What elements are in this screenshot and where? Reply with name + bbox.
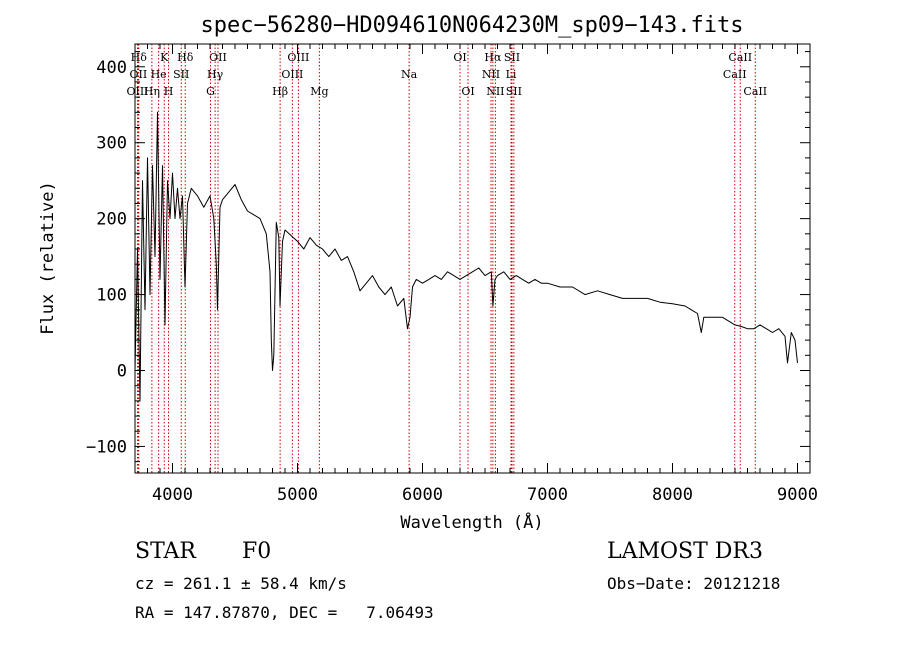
marker-label-21: G — [206, 85, 215, 98]
marker-label-19: Hη — [144, 85, 160, 98]
marker-label-14: Na — [401, 68, 418, 81]
spectrum-series — [134, 111, 798, 402]
marker-label-1: K — [160, 51, 169, 64]
marker-label-3: OII — [209, 51, 227, 64]
marker-label-8: CaII — [728, 51, 752, 64]
x-tick-label-8000: 8000 — [652, 485, 693, 505]
marker-label-10: He — [151, 68, 167, 81]
redshift-velocity: cz = 261.1 ± 58.4 km/s — [135, 574, 347, 593]
marker-label-13: OIII — [281, 68, 303, 81]
survey-name: LAMOST DR3 — [607, 539, 763, 564]
object-subclass: F0 — [242, 539, 272, 564]
marker-label-4: OIII — [287, 51, 309, 64]
marker-label-20: H — [164, 85, 174, 98]
marker-label-6: Hα — [484, 51, 502, 64]
marker-label-23: Mg — [310, 85, 328, 98]
y-tick-label-400: 400 — [96, 58, 127, 78]
y-tick-label-100: 100 — [96, 286, 127, 306]
marker-label-16: Li — [506, 68, 517, 81]
x-tick-label-5000: 5000 — [277, 485, 318, 505]
series-line-spectrum — [134, 111, 798, 402]
marker-label-0: Hδ — [131, 51, 148, 64]
marker-label-5: OI — [453, 51, 466, 64]
coordinates: RA = 147.87870, DEC = 7.06493 — [135, 603, 434, 622]
marker-label-24: OI — [461, 85, 474, 98]
chart-title: spec−56280−HD094610N064230M_sp09−143.fit… — [200, 13, 743, 38]
marker-label-12: Hγ — [207, 68, 224, 81]
x-axis-label: Wavelength (Å) — [400, 511, 543, 533]
y-tick-label--100: −100 — [86, 437, 127, 457]
observation-date: Obs−Date: 20121218 — [607, 574, 781, 593]
marker-label-22: Hβ — [272, 85, 288, 98]
marker-label-18: OIII — [126, 85, 148, 98]
marker-label-15: NII — [482, 68, 500, 81]
marker-label-9: OII — [130, 68, 148, 81]
marker-label-2: Hδ — [177, 51, 194, 64]
plot-frame — [134, 43, 811, 474]
marker-label-7: SII — [504, 51, 520, 64]
y-tick-label-200: 200 — [96, 210, 127, 230]
y-axis-label: Flux (relative) — [38, 181, 58, 335]
y-tick-label-300: 300 — [96, 134, 127, 154]
marker-label-17: CaII — [723, 68, 747, 81]
marker-label-27: CaII — [743, 85, 767, 98]
marker-label-26: SII — [506, 85, 522, 98]
y-tick-label-0: 0 — [117, 361, 127, 381]
marker-label-25: NII — [486, 85, 504, 98]
object-class: STAR — [135, 539, 196, 564]
plot-axes: 4000 5000 6000 7000 8000 9000 −100 0 100 200 300 40… — [86, 43, 818, 505]
x-tick-label-6000: 6000 — [402, 485, 443, 505]
x-tick-label-9000: 9000 — [777, 485, 818, 505]
marker-label-11: SII — [173, 68, 189, 81]
x-tick-label-7000: 7000 — [527, 485, 568, 505]
x-tick-label-4000: 4000 — [152, 485, 193, 505]
